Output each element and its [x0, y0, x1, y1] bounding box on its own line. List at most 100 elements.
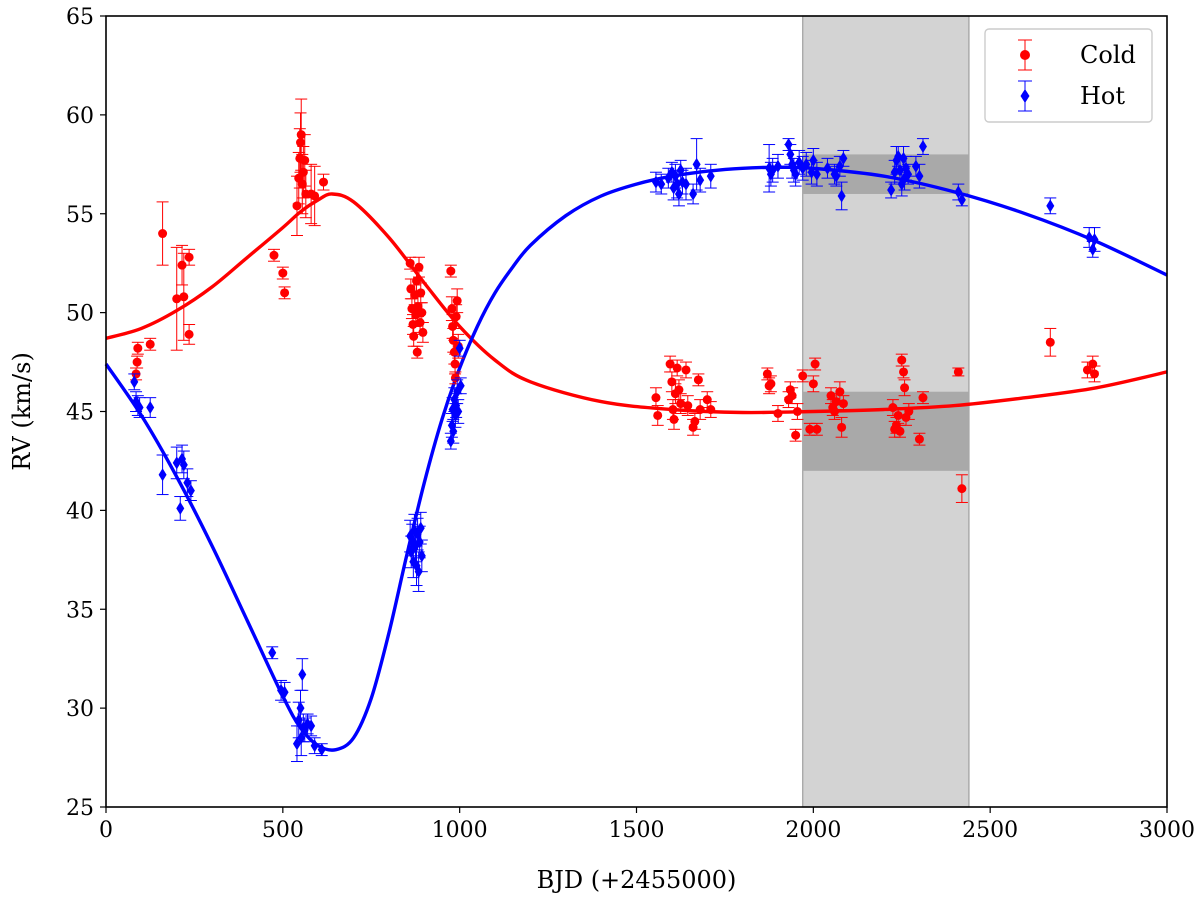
hot-marker [802, 157, 811, 171]
cold-marker [693, 375, 703, 385]
hot-point [1088, 227, 1101, 252]
cold-marker [681, 365, 691, 375]
cold-marker [957, 484, 967, 494]
hot-marker [416, 521, 425, 535]
cold-marker [296, 138, 306, 148]
cold-marker [269, 250, 279, 260]
legend: Cold Hot [984, 28, 1153, 123]
hot-point [296, 658, 309, 691]
cold-marker [651, 393, 661, 403]
cold-marker [1088, 359, 1098, 369]
cold-marker [683, 401, 693, 411]
hot-marker [1046, 199, 1055, 213]
cold-point [835, 416, 848, 438]
cold-point [411, 345, 424, 359]
hot-marker [682, 177, 691, 191]
cold-point [913, 432, 926, 446]
cold-point [764, 375, 777, 393]
cold-point [183, 323, 196, 345]
hot-point [1086, 240, 1099, 258]
cold-marker [690, 416, 700, 426]
cold-marker [447, 304, 457, 314]
cold-marker [766, 379, 776, 389]
cold-point [672, 379, 685, 401]
cold-point [897, 365, 910, 379]
y-tick-label: 40 [66, 499, 94, 524]
cold-marker [918, 393, 928, 403]
axis-ticks: 0 500 1000 1500 2000 2500 3000 25 30 35 40 45 50 55 60… [66, 5, 1195, 843]
cold-marker [900, 383, 910, 393]
x-tick-label: 0 [99, 818, 113, 843]
hot-point [415, 539, 428, 573]
cold-marker [1045, 337, 1055, 347]
hot-marker [176, 501, 185, 515]
hot-point [315, 743, 328, 757]
hot-point [913, 163, 926, 189]
hot-marker [689, 187, 698, 201]
hot-point [305, 715, 318, 737]
hot-point [184, 480, 197, 501]
cold-point [789, 428, 802, 442]
cold-point [809, 357, 822, 371]
hot-point [1044, 197, 1057, 215]
hot-point [694, 167, 707, 193]
y-tick-label: 25 [66, 796, 94, 821]
hot-point [128, 373, 141, 391]
cold-marker [172, 294, 182, 304]
cold-marker [133, 343, 143, 353]
hot-marker [692, 157, 701, 171]
cold-marker [452, 296, 462, 306]
cold-marker [319, 177, 329, 187]
plot-frame [105, 15, 1168, 808]
legend-label: Cold [1080, 41, 1136, 69]
hot-point [687, 183, 700, 205]
cold-point [170, 246, 183, 351]
cold-marker [412, 276, 422, 286]
cold-marker [653, 410, 663, 420]
hot-marker [179, 458, 188, 472]
hot-marker [918, 140, 927, 154]
hot-point [649, 171, 662, 193]
cold-point [412, 256, 425, 278]
hot-marker [280, 685, 289, 699]
hot-marker [135, 401, 144, 415]
hot-marker [957, 193, 966, 207]
hot-marker [1085, 230, 1094, 244]
hot-point [902, 163, 915, 185]
cold-marker [672, 363, 682, 373]
cold-marker [292, 201, 302, 211]
cold-marker [300, 155, 310, 165]
cold-marker [810, 359, 820, 369]
y-tick-label: 65 [66, 5, 94, 30]
cold-point [680, 361, 693, 379]
cold-marker [899, 367, 909, 377]
y-tick-label: 60 [66, 104, 94, 129]
cold-marker [787, 391, 797, 401]
hot-marker [651, 175, 660, 189]
data-points [128, 98, 1101, 763]
hot-point [655, 173, 668, 195]
hot-marker [317, 743, 326, 757]
cold-marker [405, 258, 415, 268]
hot-point [156, 454, 169, 496]
cold-marker [416, 288, 426, 298]
cold-marker [184, 329, 194, 339]
hot-marker [696, 173, 705, 187]
hot-point [704, 163, 717, 189]
cold-point [649, 387, 662, 409]
hot-marker [915, 169, 924, 183]
hot-marker [837, 189, 846, 203]
hot-marker [706, 169, 715, 183]
hot-marker [812, 167, 821, 181]
hot-marker [954, 185, 963, 199]
hot-point [414, 511, 427, 545]
cold-point [267, 248, 280, 262]
hot-point [308, 737, 321, 755]
hot-marker [417, 549, 426, 563]
hot-point [177, 450, 190, 480]
hot-point [821, 157, 834, 179]
x-tick-label: 500 [262, 818, 304, 843]
hot-marker [456, 379, 465, 393]
hot-marker [183, 476, 192, 490]
